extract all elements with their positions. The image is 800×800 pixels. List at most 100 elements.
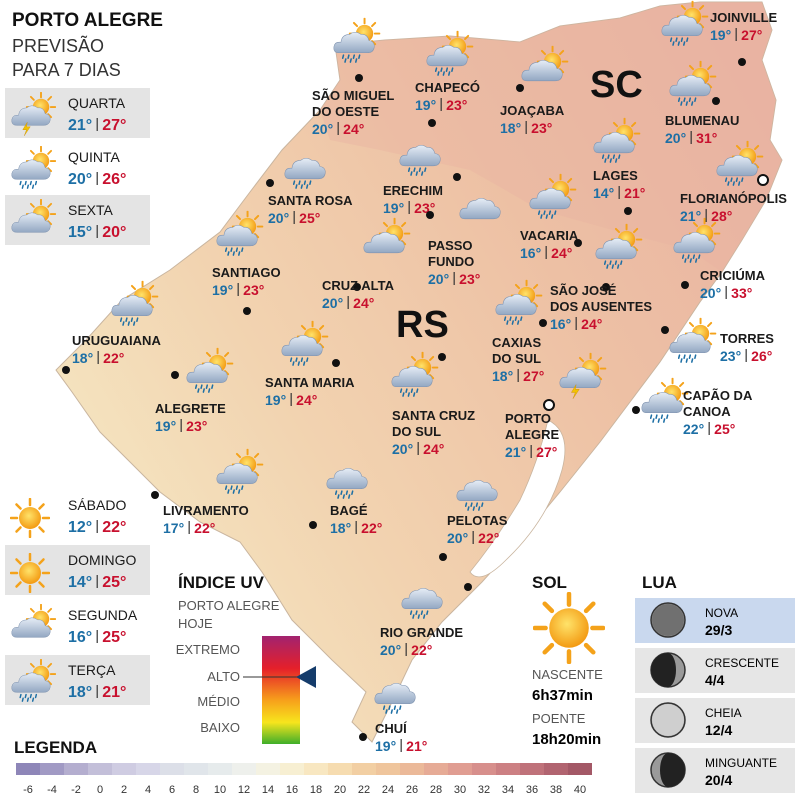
city-dot	[453, 173, 461, 181]
temp-min: 20°	[68, 171, 92, 188]
temp-max: 24°	[353, 295, 374, 311]
city-dot	[171, 371, 179, 379]
city-name: FUNDO	[428, 254, 474, 269]
temp-min: 20°	[322, 295, 343, 311]
city-dot	[464, 583, 472, 591]
moon-full	[652, 704, 684, 736]
temp-max: 22°	[411, 642, 432, 658]
city-dot	[439, 553, 447, 561]
weather-icon	[11, 146, 56, 189]
city-dot	[661, 326, 669, 334]
temp-min: 20°	[392, 441, 413, 457]
sunrise: 6h37min	[532, 687, 593, 704]
legend-tick-label: -6	[23, 784, 33, 796]
weather-icon	[641, 377, 689, 423]
temp-max: 25°	[102, 629, 126, 646]
city-name: RIO GRANDE	[380, 625, 463, 640]
uv-bar	[262, 636, 300, 744]
day-name: QUARTA	[68, 95, 126, 111]
temp-min: 19°	[375, 738, 396, 754]
legend-tick-label: 24	[382, 784, 394, 796]
city-dot	[632, 406, 640, 414]
city-name: FLORIANÓPOLIS	[680, 191, 787, 206]
city-name: LAGES	[593, 168, 638, 183]
temp-min: 18°	[68, 684, 92, 701]
temp-min: 20°	[268, 210, 289, 226]
legend-swatch	[496, 763, 520, 775]
legend-tick-label: 2	[121, 784, 127, 796]
temp-min: 19°	[155, 418, 176, 434]
city-dot	[516, 84, 524, 92]
city-name: DO SUL	[392, 424, 441, 439]
temp-max: 25°	[299, 210, 320, 226]
legend-tick-label: 10	[214, 784, 226, 796]
temp-max: 23°	[186, 418, 207, 434]
legend-swatch	[568, 763, 592, 775]
moon-phase: NOVA	[705, 606, 738, 620]
rain-symbol	[677, 354, 697, 363]
legend-tick-label: -2	[71, 784, 81, 796]
legend-tick-label: 40	[574, 784, 586, 796]
legend-swatch	[88, 763, 112, 775]
temp-min: 21°	[680, 208, 701, 224]
city-dot	[309, 521, 317, 529]
temp-max: 27°	[523, 368, 544, 384]
temp-min: 17°	[163, 520, 184, 536]
city-name: VACARIA	[520, 228, 579, 243]
city-name: DO SUL	[492, 351, 541, 366]
city-dot	[539, 319, 547, 327]
temp-max: 33°	[731, 285, 752, 301]
sun-title: SOL	[532, 573, 567, 592]
temp-max: 20°	[102, 224, 126, 241]
legend-swatch	[112, 763, 136, 775]
temp-max: 24°	[423, 441, 444, 457]
subtitle: PARA 7 DIAS	[12, 60, 121, 80]
title: PORTO ALEGRE	[12, 10, 163, 31]
temp-min: 16°	[550, 316, 571, 332]
legend-tick-label: 8	[193, 784, 199, 796]
temp-max: 22°	[102, 519, 126, 536]
legend-swatch	[40, 763, 64, 775]
moon-phase: CRESCENTE	[705, 656, 779, 670]
uv-level: EXTREMO	[176, 642, 240, 657]
temp-min: 14°	[68, 574, 92, 591]
legend-tick-label: 28	[430, 784, 442, 796]
temp-min: 14°	[593, 185, 614, 201]
uv-level: BAIXO	[200, 720, 240, 735]
city-dot	[574, 239, 582, 247]
city-name: CAPÃO DA	[683, 388, 753, 403]
temp-min: 19°	[415, 97, 436, 113]
city-name: CAXIAS	[492, 335, 541, 350]
city-name: ALEGRE	[505, 427, 560, 442]
subtitle: PREVISÃO	[12, 35, 104, 56]
legend-swatch	[280, 763, 304, 775]
lagoon	[469, 419, 566, 578]
state-label: SC	[590, 64, 643, 106]
city-name: DOS AUSENTES	[550, 299, 652, 314]
legend-swatch	[448, 763, 472, 775]
legend-tick-label: 6	[169, 784, 175, 796]
temp-max: 24°	[551, 245, 572, 261]
temp-max: 21°	[102, 684, 126, 701]
temp-max: 27°	[536, 444, 557, 460]
legend-swatch	[232, 763, 256, 775]
legend-swatch	[208, 763, 232, 775]
legend-tick-label: 14	[262, 784, 274, 796]
temp-max: 24°	[581, 316, 602, 332]
legend-tick-label: 18	[310, 784, 322, 796]
temp-min: 20°	[447, 530, 468, 546]
temp-max: 25°	[714, 421, 735, 437]
city-name: URUGUAIANA	[72, 333, 161, 348]
city-dot	[355, 74, 363, 82]
uv-level: MÉDIO	[197, 694, 240, 709]
city-dot	[681, 281, 689, 289]
temp-max: 26°	[102, 171, 126, 188]
legend-swatch	[424, 763, 448, 775]
day-name: QUINTA	[68, 149, 121, 165]
city-name: BAGÉ	[330, 503, 368, 518]
legend-swatch	[544, 763, 568, 775]
legend-swatch	[16, 763, 40, 775]
temp-max: 26°	[751, 348, 772, 364]
uv-subtitle: PORTO ALEGRE	[178, 598, 280, 613]
legend-swatch	[352, 763, 376, 775]
